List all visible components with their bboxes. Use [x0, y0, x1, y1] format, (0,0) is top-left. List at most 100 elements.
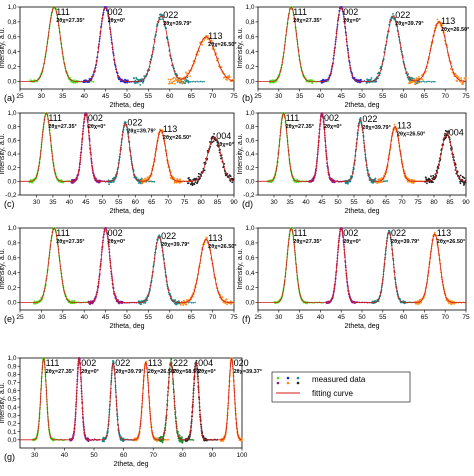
peak-angle-022: 2θχ=39.79°: [127, 128, 155, 134]
y-tick-label: 0,8: [7, 19, 16, 26]
x-tick-label: 70: [442, 314, 450, 321]
y-axis-label: Intensity, a.u.: [0, 133, 6, 174]
data-point: [425, 177, 427, 179]
data-point: [436, 18, 439, 21]
y-tick-label: 0,7: [7, 380, 16, 387]
data-point: [427, 80, 429, 83]
y-tick-label: 0,6: [7, 138, 16, 145]
data-point: [228, 76, 231, 79]
data-point: [455, 74, 458, 77]
x-tick-label: 30: [38, 314, 46, 321]
data-point: [465, 76, 467, 79]
y-tick-label: 0,0: [7, 300, 16, 307]
peak-angle-113: 2θχ=26.50°: [437, 239, 465, 245]
y-tick-label: 0,6: [7, 255, 16, 262]
data-point: [189, 179, 192, 182]
x-tick-label: 30: [38, 93, 46, 100]
peak-angle-111: 2θχ=27.35°: [293, 239, 321, 245]
x-tick-label: 55: [145, 314, 153, 321]
data-point: [206, 38, 209, 40]
y-tick-label: -0,2: [243, 192, 255, 199]
panel-e: 25 30 35 40 45 50 55 60 65 70 750,00,20,40,60,81,0…: [0, 225, 238, 330]
peak-angle-113: 2θχ=26.50°: [397, 132, 425, 138]
data-point: [136, 81, 139, 84]
data-point: [185, 72, 188, 75]
x-tick-label: 60: [166, 314, 174, 321]
data-point: [425, 81, 428, 83]
y-tick-label: 0,2: [7, 285, 16, 292]
x-tick-label: 50: [90, 452, 98, 459]
data-point: [194, 181, 197, 184]
x-tick-label: 30: [275, 314, 283, 321]
data-point: [209, 37, 212, 39]
peak-label-002: 002: [108, 228, 123, 238]
x-tick-label: 35: [296, 93, 304, 100]
y-tick-label: 0,2: [245, 285, 254, 292]
data-point: [174, 83, 176, 85]
x-tick-label: 35: [59, 93, 67, 100]
data-point: [179, 440, 182, 443]
data-point: [184, 82, 187, 85]
data-point: [229, 175, 232, 178]
data-point: [220, 66, 223, 68]
y-tick-label: 0,4: [245, 270, 254, 277]
data-point: [430, 175, 432, 178]
peak-label-022: 022: [395, 10, 410, 20]
x-tick-label: 25: [16, 93, 24, 100]
x-tick-label: 65: [421, 93, 429, 100]
data-point: [91, 81, 93, 83]
x-tick-label: 45: [82, 199, 90, 206]
data-point: [149, 180, 152, 183]
peak-angle-022: 2θχ=39.79°: [362, 125, 390, 131]
x-tick-label: 90: [230, 199, 238, 206]
data-point: [36, 80, 39, 83]
panel-g: 30 40 50 60 70 80 90 1000,00,10,20,30,40,50,60,…: [0, 355, 262, 468]
panel-label: (b): [242, 93, 253, 103]
peak-angle-022: 2θχ=39.79°: [163, 21, 191, 27]
y-tick-label: 1,0: [245, 110, 254, 117]
peak-label-113: 113: [397, 121, 411, 131]
panel-label: (f): [242, 314, 251, 324]
data-point: [193, 80, 195, 83]
x-tick-label: 70: [209, 314, 217, 321]
y-tick-label: 0,8: [7, 124, 16, 131]
peak-angle-022: 2θχ=39.79°: [161, 242, 189, 248]
x-tick-label: 50: [358, 93, 366, 100]
peak-label-022: 022: [362, 114, 377, 124]
peak-label-113: 113: [163, 124, 177, 134]
data-point: [447, 130, 450, 133]
data-point: [170, 78, 173, 81]
y-tick-label: 0,8: [245, 240, 254, 247]
y-tick-label: 1,0: [245, 225, 254, 232]
data-point: [457, 76, 460, 79]
data-point: [139, 84, 142, 86]
y-tick-label: 0,4: [7, 404, 16, 411]
y-tick-label: 0,2: [245, 64, 254, 71]
peak-label-022: 022: [391, 228, 406, 238]
x-tick-label: 40: [302, 199, 310, 206]
data-point: [377, 77, 379, 80]
plot-frame: [19, 6, 235, 90]
y-tick-label: 1,0: [7, 4, 16, 11]
peak-label-002: 002: [324, 113, 339, 123]
panel-label: (d): [242, 199, 253, 209]
x-tick-label: 60: [400, 93, 408, 100]
data-point: [161, 441, 164, 444]
x-tick-label: 80: [197, 199, 205, 206]
x-tick-label: 100: [237, 452, 248, 459]
x-tick-label: 50: [123, 93, 131, 100]
peak-label-022: 022: [127, 117, 142, 127]
data-point: [140, 303, 143, 305]
data-point: [173, 76, 175, 79]
x-tick-label: 90: [209, 452, 217, 459]
x-tick-label: 65: [148, 199, 156, 206]
x-tick-label: 55: [115, 199, 123, 206]
x-tick-label: 30: [275, 93, 283, 100]
peak-label-111: 111: [56, 228, 70, 238]
data-point: [226, 303, 229, 306]
fitting-curve: [20, 112, 235, 182]
data-point: [187, 182, 190, 185]
data-point: [142, 81, 144, 84]
peak-angle-002: 2θχ=0°: [343, 18, 361, 24]
data-point: [156, 437, 159, 440]
